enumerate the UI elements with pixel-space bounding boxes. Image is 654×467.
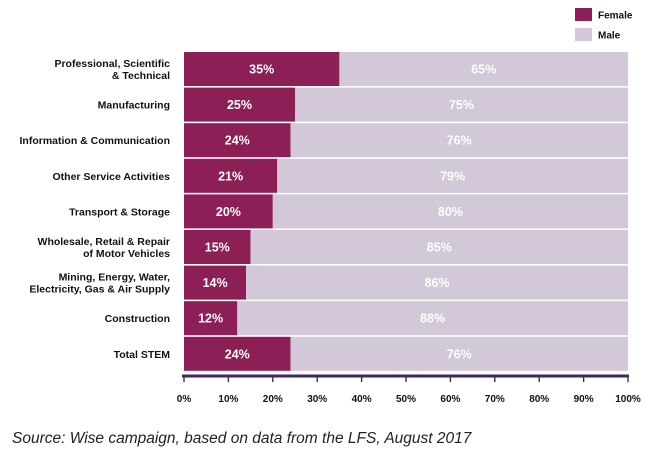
- data-label-female: 35%: [249, 63, 274, 77]
- x-tick-label: 50%: [396, 394, 416, 405]
- category-label-line: Construction: [105, 313, 170, 325]
- x-tick-label: 40%: [352, 394, 372, 405]
- bar-female: [184, 230, 251, 264]
- bar-female: [184, 336, 291, 371]
- bar-male: [295, 87, 628, 122]
- stacked-bar-chart: 35% 65% Professional, Scientific & Technica…: [20, 8, 641, 405]
- data-label-male: 88%: [420, 312, 445, 326]
- category-label-line: Wholesale, Retail & Repair: [38, 236, 170, 248]
- legend-swatch-female: [575, 8, 592, 21]
- data-label-male: 65%: [471, 63, 496, 77]
- category-label: Manufacturing: [98, 100, 170, 112]
- bar-female: [184, 123, 291, 158]
- bar-female: [184, 301, 238, 336]
- x-tick-label: 10%: [218, 394, 238, 405]
- data-label-female: 12%: [198, 312, 223, 326]
- data-label-female: 14%: [203, 276, 228, 290]
- x-tick-label: 60%: [440, 394, 460, 405]
- category-label-line: Total STEM: [114, 349, 171, 361]
- bar-female: [184, 194, 273, 229]
- data-label-male: 75%: [449, 98, 474, 112]
- data-label-male: 80%: [438, 205, 463, 219]
- category-label: Other Service Activities: [53, 171, 171, 183]
- x-tick-label: 70%: [485, 394, 505, 405]
- data-label-female: 24%: [225, 134, 250, 148]
- category-label: Transport & Storage: [69, 206, 170, 218]
- x-tick-label: 100%: [615, 394, 641, 405]
- data-label-male: 86%: [425, 276, 450, 290]
- bar-female: [184, 87, 295, 122]
- source-note: Source: Wise campaign, based on data fro…: [12, 430, 472, 447]
- category-label-line: of Motor Vehicles: [83, 248, 170, 260]
- x-tick-label: 80%: [529, 394, 549, 405]
- category-label-line: & Technical: [112, 70, 170, 82]
- x-tick-label: 20%: [263, 394, 283, 405]
- bar-female: [184, 52, 340, 86]
- x-tick-label: 30%: [307, 394, 327, 405]
- legend-label-male: Male: [598, 31, 621, 42]
- data-label-female: 20%: [216, 205, 241, 219]
- bar-male: [246, 265, 628, 300]
- x-tick-label: 90%: [574, 394, 594, 405]
- category-label-line: Other Service Activities: [53, 171, 171, 183]
- category-label-line: Transport & Storage: [69, 206, 170, 218]
- data-label-male: 79%: [440, 169, 465, 183]
- category-label-line: Information & Communication: [20, 135, 171, 147]
- category-label: Professional, Scientific & Technical: [54, 58, 170, 82]
- bar-male: [237, 301, 628, 336]
- category-label-line: Mining, Energy, Water,: [59, 272, 171, 284]
- data-label-female: 15%: [205, 241, 230, 255]
- data-label-female: 25%: [227, 98, 252, 112]
- data-label-female: 21%: [218, 169, 243, 183]
- category-label-line: Manufacturing: [98, 100, 170, 112]
- bar-male: [250, 230, 628, 264]
- category-label: Information & Communication: [20, 135, 171, 147]
- data-label-male: 76%: [447, 347, 472, 361]
- category-label-line: Electricity, Gas & Air Supply: [29, 284, 170, 296]
- bar-male: [272, 194, 628, 229]
- legend-swatch-male: [575, 28, 592, 41]
- bar-female: [184, 265, 247, 300]
- legend-label-female: Female: [598, 11, 633, 22]
- category-label: Total STEM: [114, 349, 171, 361]
- bar-female: [184, 158, 278, 193]
- x-tick-label: 0%: [177, 394, 192, 405]
- category-label: Construction: [105, 313, 170, 325]
- category-label: Mining, Energy, Water, Electricity, Gas &…: [29, 272, 170, 296]
- category-label-line: Professional, Scientific: [54, 58, 170, 70]
- data-label-male: 76%: [447, 134, 472, 148]
- data-label-male: 85%: [427, 241, 452, 255]
- data-label-female: 24%: [225, 347, 250, 361]
- bar-male: [290, 123, 628, 158]
- category-label: Wholesale, Retail & Repair of Motor Vehic…: [38, 236, 171, 260]
- bar-male: [339, 52, 628, 86]
- bar-male: [277, 158, 628, 193]
- bar-male: [290, 336, 628, 371]
